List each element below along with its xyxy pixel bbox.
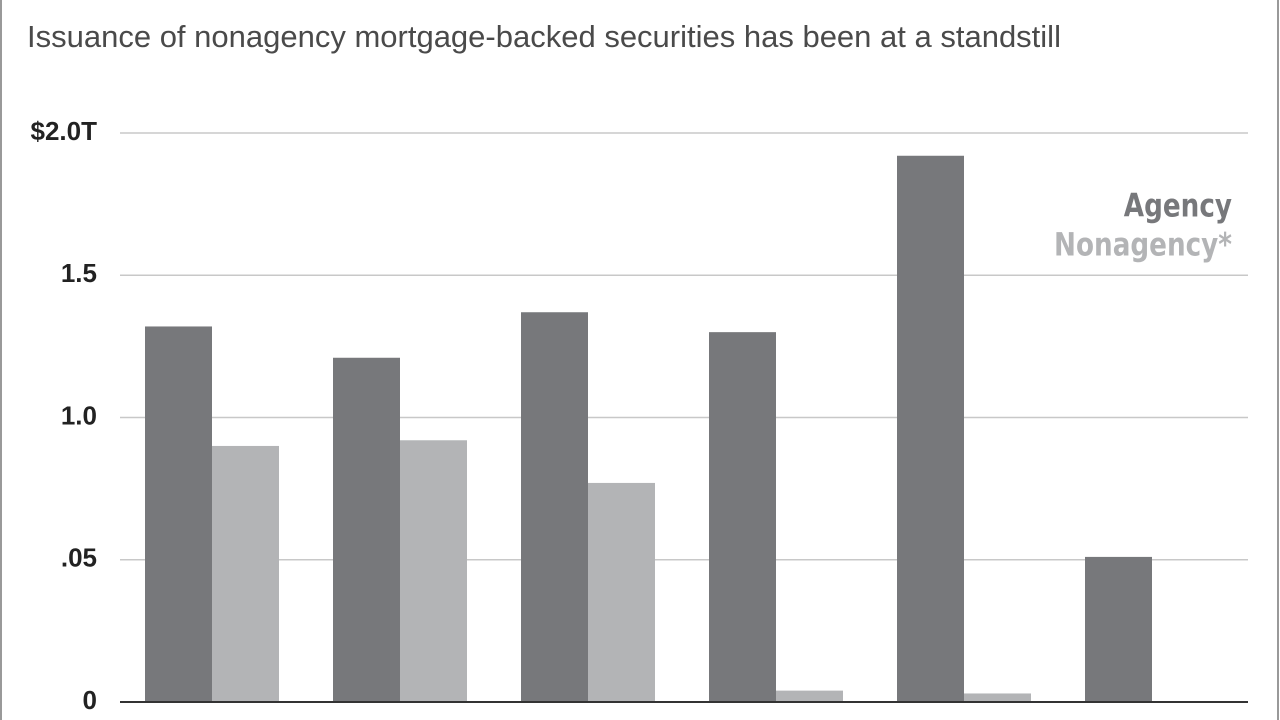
- bar: [333, 357, 400, 702]
- y-tick-label: 0: [83, 685, 97, 715]
- bar: [1085, 556, 1152, 702]
- bar: [776, 690, 843, 702]
- x-tick-label: '07: [569, 714, 607, 720]
- bar: [212, 445, 279, 702]
- y-tick-label: 1.0: [61, 400, 97, 430]
- bar: [521, 312, 588, 702]
- legend-entry: Agency: [1124, 187, 1232, 224]
- x-tick-label: '06: [381, 714, 419, 720]
- bar: [897, 155, 964, 702]
- y-tick-label: 1.5: [61, 258, 97, 288]
- y-tick-label: .05: [61, 543, 97, 573]
- bar: [588, 482, 655, 702]
- legend-entry: Nonagency*: [1054, 226, 1232, 263]
- y-tick-label: $2.0T: [31, 116, 98, 146]
- x-tick-label: '08: [757, 714, 795, 720]
- bar: [964, 693, 1031, 702]
- chart-title: Issuance of nonagency mortgage-backed se…: [27, 19, 1061, 54]
- bar: [400, 440, 467, 702]
- bar: [709, 332, 776, 702]
- x-tick-label: '05: [193, 714, 231, 720]
- x-tick-label: '10*: [1128, 714, 1177, 720]
- x-tick-label: '09: [945, 714, 983, 720]
- bar: [145, 326, 212, 702]
